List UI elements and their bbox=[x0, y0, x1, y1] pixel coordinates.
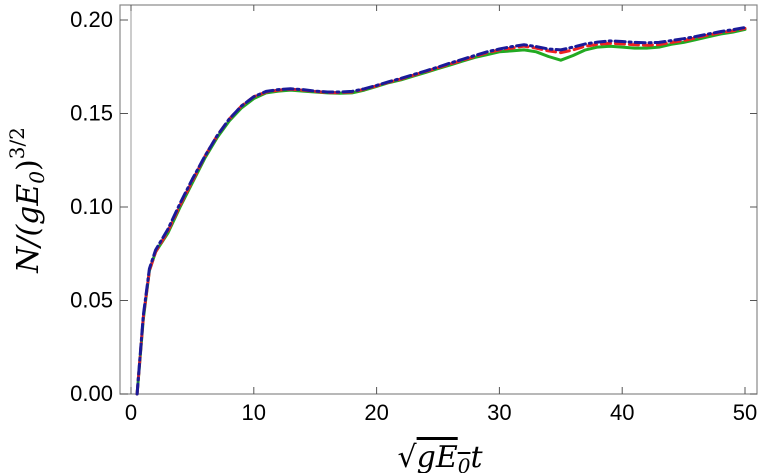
plot-frame bbox=[119, 4, 758, 395]
x-tick-label: 30 bbox=[487, 400, 511, 425]
y-axis-title: N/(gE0)3/2 bbox=[5, 127, 49, 274]
x-tick-label: 10 bbox=[242, 400, 266, 425]
y-tick-label: 0.05 bbox=[70, 288, 113, 313]
y-tick-label: 0.00 bbox=[70, 381, 113, 406]
x-axis-title: √gE0t bbox=[397, 440, 483, 473]
x-tick-label: 40 bbox=[610, 400, 634, 425]
series-layer bbox=[135, 26, 747, 396]
series-line-3 bbox=[135, 26, 747, 396]
y-tick-label: 0.10 bbox=[70, 194, 113, 219]
y-tick-label: 0.15 bbox=[70, 101, 113, 126]
x-tick-label: 50 bbox=[733, 400, 757, 425]
y-tick-label: 0.20 bbox=[70, 7, 113, 32]
x-tick-label: 20 bbox=[364, 400, 388, 425]
x-axis-ticks: 0 10 20 30 40 50 bbox=[125, 5, 757, 425]
y-axis-ticks: 0.00 0.05 0.10 0.15 0.20 bbox=[70, 7, 757, 406]
x-tick-label: 0 bbox=[125, 400, 137, 425]
